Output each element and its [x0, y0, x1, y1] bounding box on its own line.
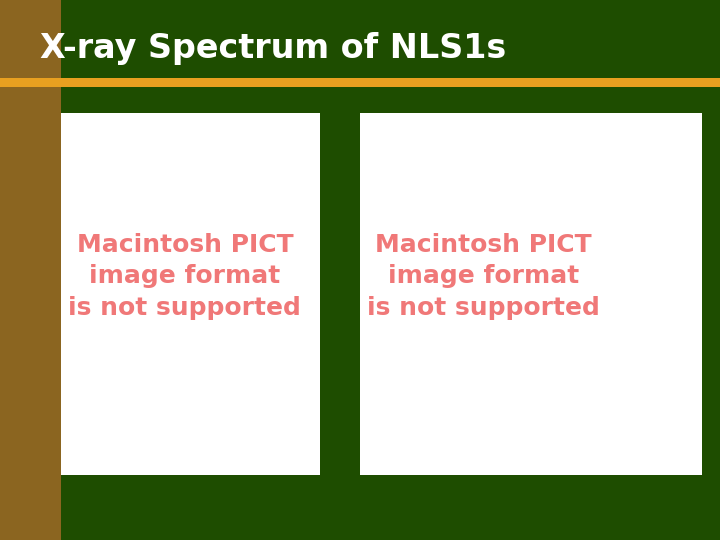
Bar — [61, 113, 320, 475]
Text: X-ray Spectrum of NLS1s: X-ray Spectrum of NLS1s — [40, 32, 506, 65]
Text: Macintosh PICT
image format
is not supported: Macintosh PICT image format is not suppo… — [367, 233, 600, 320]
Text: Macintosh PICT
image format
is not supported: Macintosh PICT image format is not suppo… — [68, 233, 301, 320]
Bar — [0, 0, 61, 540]
Bar — [360, 113, 702, 475]
Bar — [0, 78, 720, 87]
